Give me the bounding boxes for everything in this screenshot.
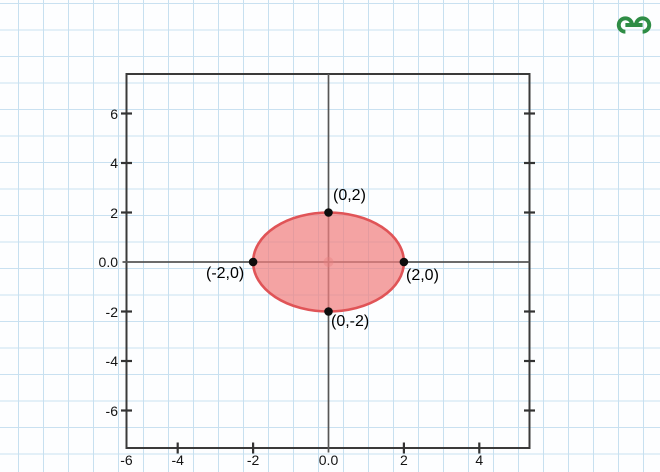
point-label-bottom: (0,-2) — [331, 313, 370, 330]
center-origin-dot — [323, 257, 334, 267]
x-tick-label: -4 — [171, 452, 184, 468]
y-tick-label: -6 — [105, 402, 118, 419]
y-tick-label: 0.0 — [98, 254, 118, 270]
geeksforgeeks-logo-icon — [616, 16, 652, 34]
data-point — [248, 257, 258, 267]
y-tick-label: -4 — [105, 353, 118, 369]
y-tick-label: -2 — [105, 303, 118, 320]
x-tick-label: -2 — [246, 452, 260, 468]
point-label-left: (-2,0) — [206, 265, 245, 282]
x-tick-label: 0.0 — [318, 452, 339, 468]
axis-ticks-right — [524, 112, 535, 412]
data-point — [399, 257, 409, 267]
axis-ticks-left — [121, 112, 132, 412]
data-point — [324, 307, 333, 316]
point-label-top: (0,2) — [333, 187, 366, 204]
axis-ticks-bottom — [176, 442, 481, 454]
y-tick-label: 6 — [110, 105, 118, 122]
x-tick-label: 2 — [399, 452, 408, 468]
point-label-right: (2,0) — [406, 267, 439, 284]
y-tick-label: 2 — [110, 204, 118, 221]
data-point — [324, 208, 333, 217]
x-tick-label: 4 — [475, 452, 484, 468]
y-tick-label: 4 — [110, 155, 118, 171]
x-tick-label: -6 — [120, 452, 133, 468]
logo-right-ring — [634, 16, 652, 34]
logo-left-ring — [616, 16, 634, 34]
